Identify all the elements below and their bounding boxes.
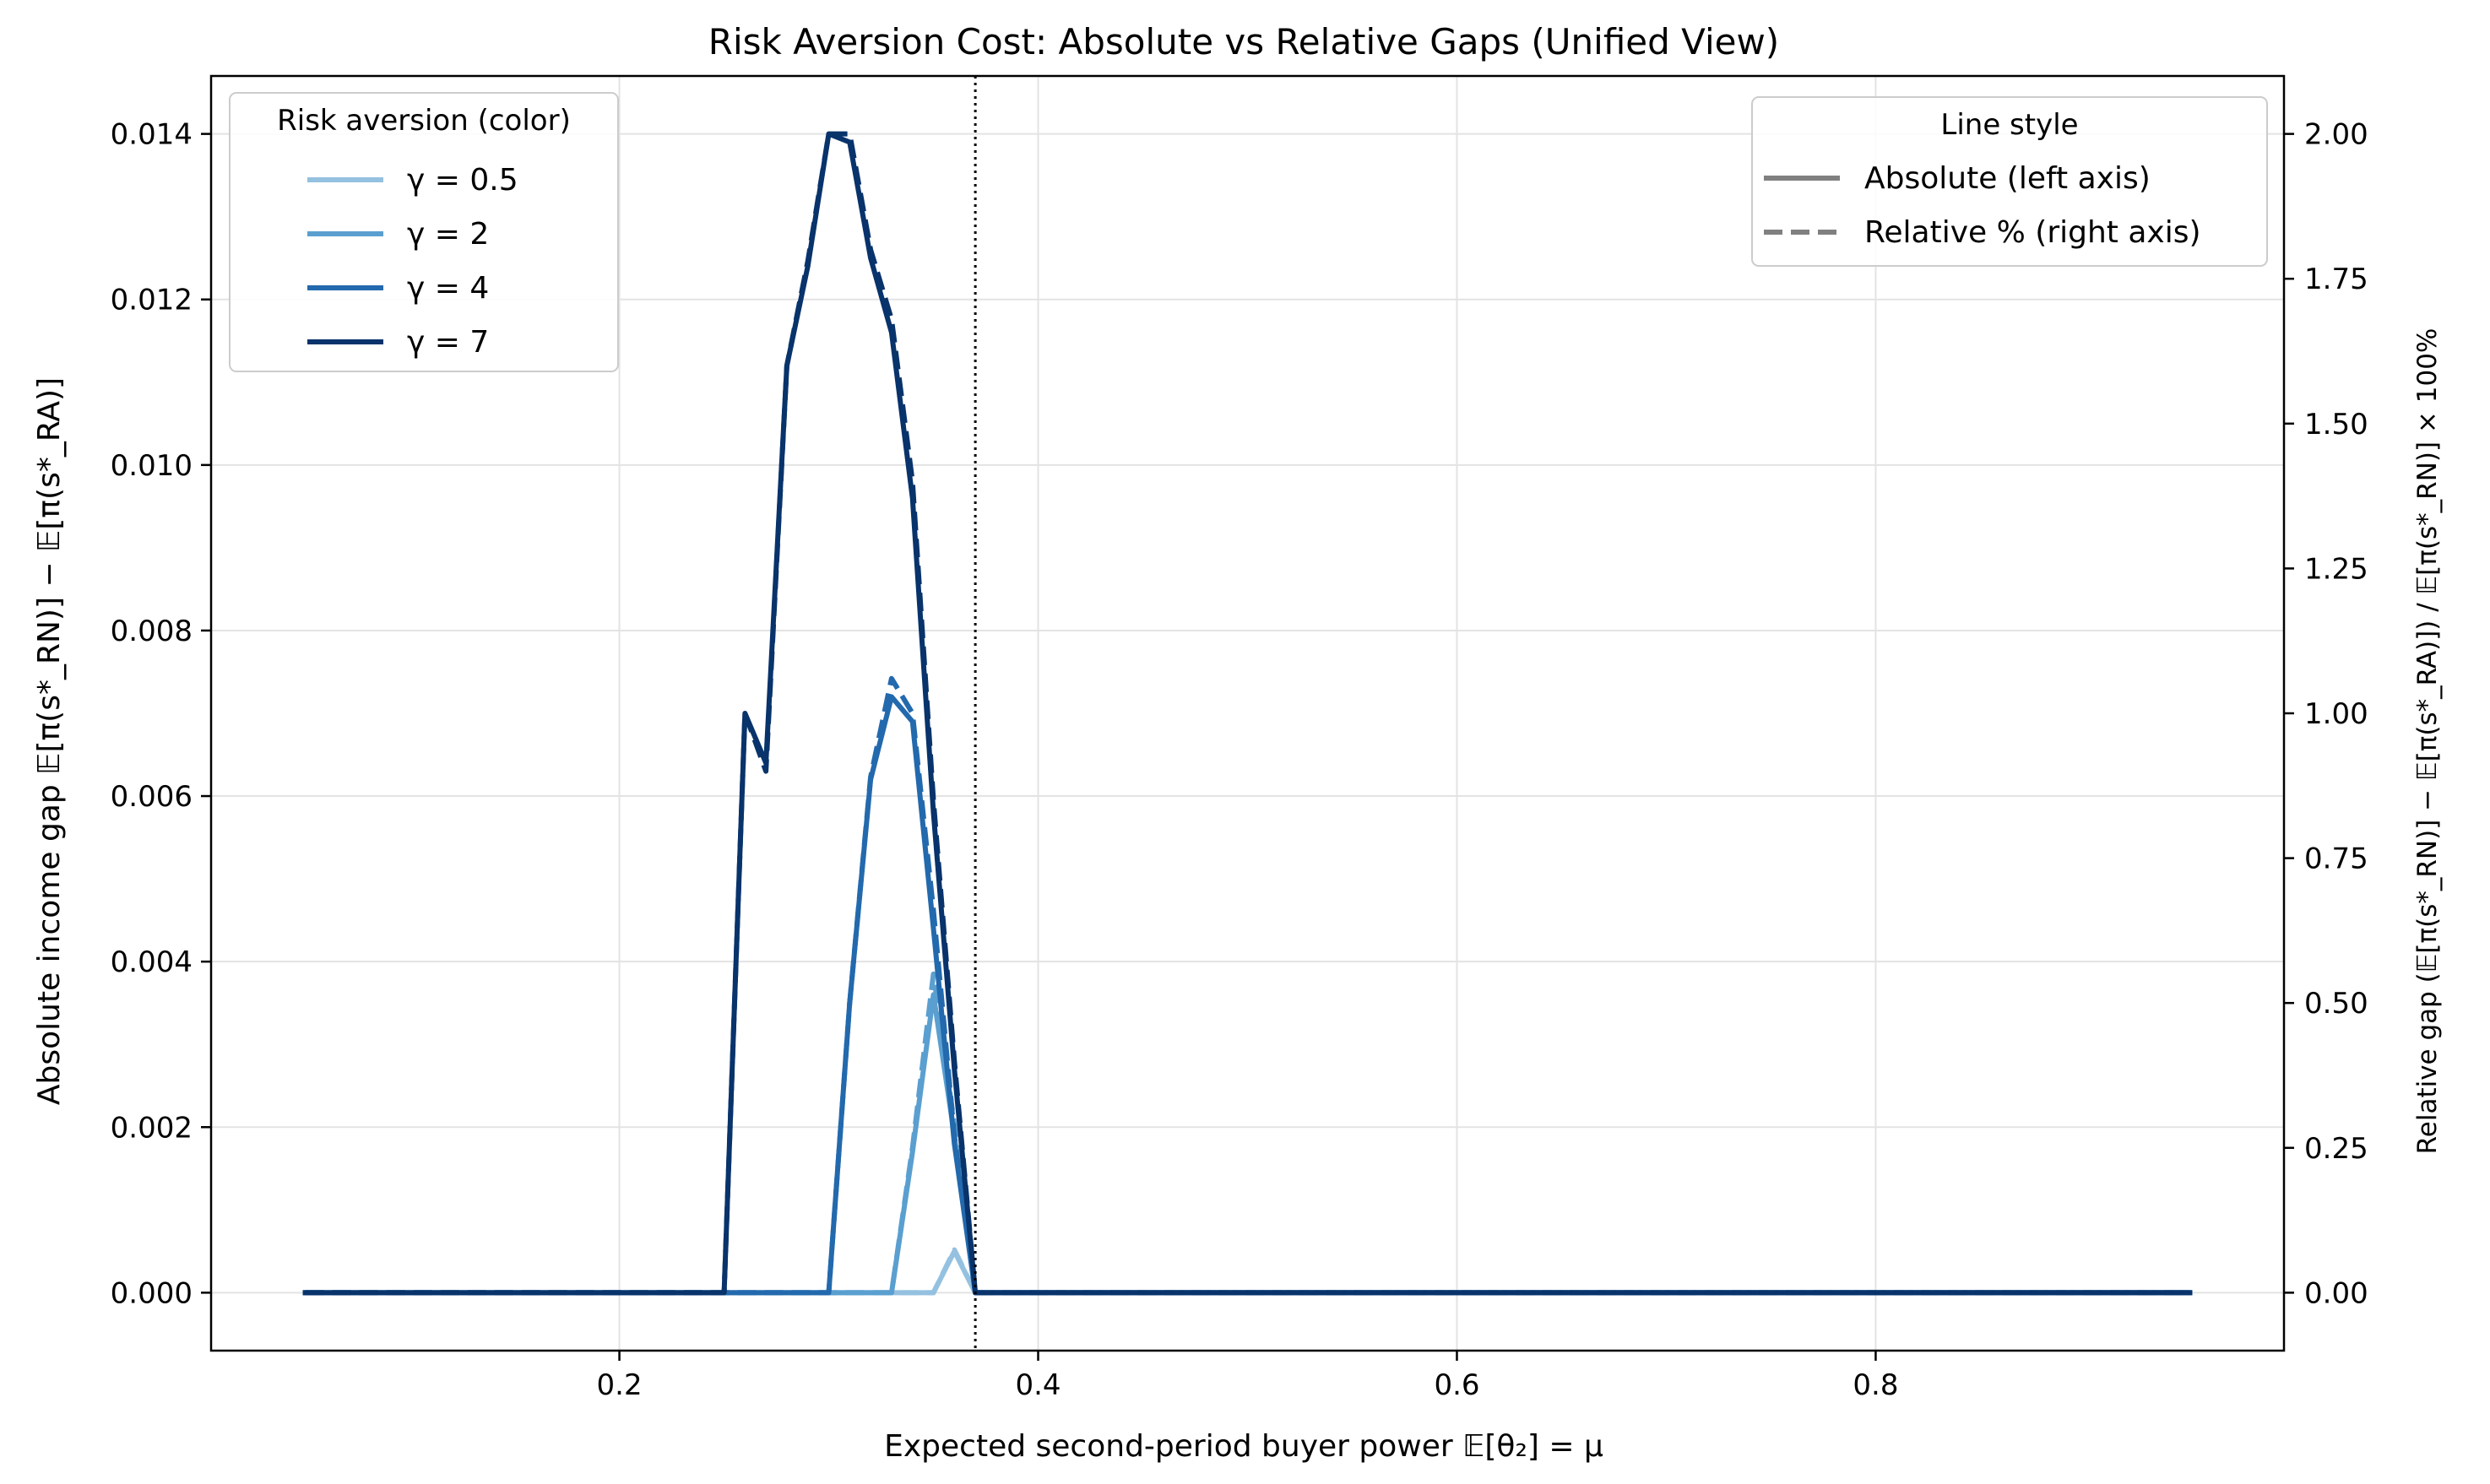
right-y-tick-label: 1.50 bbox=[2304, 408, 2368, 441]
style-legend-label: Absolute (left axis) bbox=[1864, 161, 2151, 196]
right-y-tick-label: 0.00 bbox=[2304, 1276, 2368, 1310]
x-axis-label: Expected second-period buyer power 𝔼[θ₂]… bbox=[884, 1429, 1603, 1464]
style-legend-label: Relative % (right axis) bbox=[1864, 215, 2201, 250]
left-y-tick-label: 0.008 bbox=[111, 615, 193, 648]
series-absolute-2 bbox=[302, 694, 2193, 1296]
left-y-tick-label: 0.000 bbox=[111, 1276, 193, 1310]
left-y-tick-label: 0.012 bbox=[111, 284, 193, 317]
left-y-tick-label: 0.002 bbox=[111, 1111, 193, 1145]
left-y-tick-label: 0.010 bbox=[111, 449, 193, 483]
style-legend: Line style Absolute (left axis) Relative %… bbox=[1751, 96, 2268, 267]
color-legend-title: Risk aversion (color) bbox=[277, 104, 571, 138]
series-relative-3 bbox=[305, 131, 2190, 1296]
series-absolute-1 bbox=[302, 992, 2193, 1296]
x-tick-label: 0.2 bbox=[597, 1368, 643, 1402]
x-tick-label: 0.8 bbox=[1853, 1368, 1898, 1402]
color-legend-label: γ = 4 bbox=[407, 271, 489, 306]
right-y-tick-label: 2.00 bbox=[2304, 118, 2368, 152]
right-y-tick-label: 1.75 bbox=[2304, 263, 2368, 296]
color-legend-label: γ = 0.5 bbox=[407, 163, 518, 198]
right-y-tick-label: 0.50 bbox=[2304, 987, 2368, 1021]
color-legend-label: γ = 7 bbox=[407, 325, 489, 360]
series-absolute-0 bbox=[302, 1248, 2193, 1296]
left-y-tick-label: 0.014 bbox=[111, 118, 193, 152]
style-legend-title: Line style bbox=[1940, 108, 2078, 142]
series-relative-0 bbox=[305, 1247, 2190, 1296]
left-y-tick-label: 0.004 bbox=[111, 945, 193, 979]
right-y-tick-label: 0.75 bbox=[2304, 842, 2368, 876]
chart-title: Risk Aversion Cost: Absolute vs Relative… bbox=[708, 21, 1779, 62]
style-legend-box bbox=[1751, 96, 2268, 267]
color-legend: Risk aversion (color) γ = 0.5 γ = 2 γ = 4 γ … bbox=[229, 92, 619, 372]
x-tick-label: 0.6 bbox=[1434, 1368, 1479, 1402]
left-y-tick-label: 0.006 bbox=[111, 780, 193, 814]
left-y-axis-label: Absolute income gap 𝔼[π(s*_RN)] − 𝔼[π(s*… bbox=[32, 377, 67, 1105]
right-y-tick-label: 1.00 bbox=[2304, 697, 2368, 731]
x-tick-label: 0.4 bbox=[1015, 1368, 1061, 1402]
series-relative-1 bbox=[305, 971, 2190, 1296]
series-relative-2 bbox=[305, 675, 2190, 1296]
axes: 0.2 0.4 0.6 0.8 0.000 0.002 0.004 0.006 0.008 0.0… bbox=[111, 74, 2368, 1402]
plot-area bbox=[302, 76, 2193, 1351]
color-legend-box bbox=[229, 92, 619, 372]
right-y-tick-label: 1.25 bbox=[2304, 552, 2368, 586]
color-legend-label: γ = 2 bbox=[407, 217, 489, 252]
right-y-tick-label: 0.25 bbox=[2304, 1132, 2368, 1166]
right-y-axis-label: Relative gap (𝔼[π(s*_RN)] − 𝔼[π(s*_RA)])… bbox=[2412, 328, 2443, 1155]
